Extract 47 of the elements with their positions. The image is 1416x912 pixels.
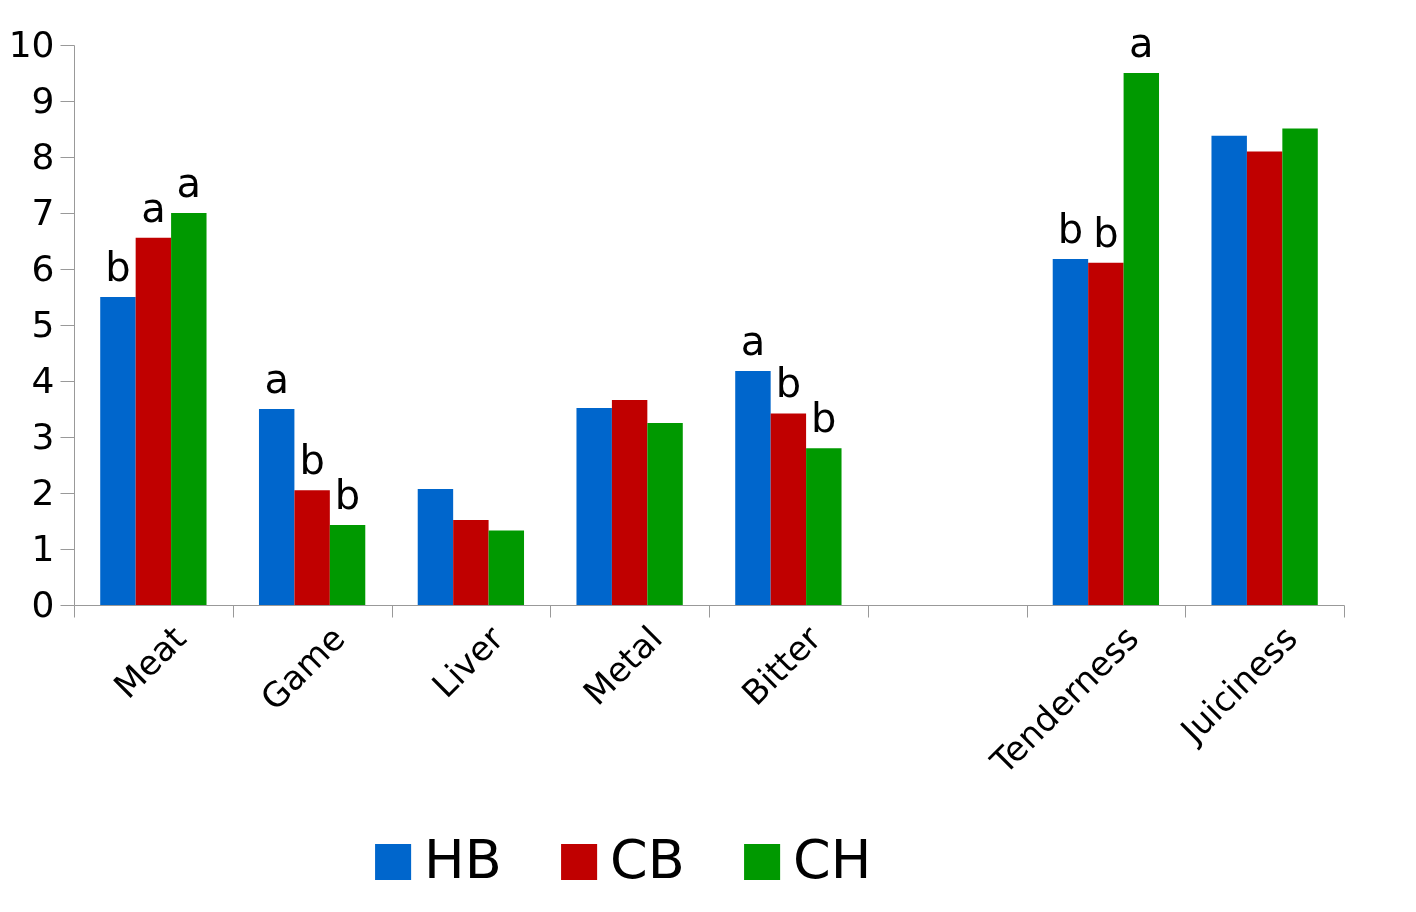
bar — [171, 213, 207, 605]
legend-label: CB — [610, 828, 685, 891]
data-label: a — [740, 317, 766, 364]
bar — [611, 400, 648, 605]
data-label: b — [1057, 205, 1084, 252]
legend-label: CH — [793, 828, 872, 891]
y-tick-label: 9 — [31, 79, 55, 121]
data-label: a — [176, 160, 202, 206]
bar — [453, 519, 489, 605]
bar — [329, 524, 366, 605]
bar — [417, 489, 454, 605]
bar — [576, 407, 612, 605]
bar — [770, 413, 807, 605]
data-label: a — [264, 356, 289, 402]
bar — [100, 297, 136, 605]
y-tick-label: 7 — [31, 191, 55, 233]
y-tick-label: 4 — [31, 359, 55, 401]
bar — [806, 448, 842, 605]
data-label: a — [1129, 20, 1154, 66]
data-label: b — [775, 360, 802, 407]
data-label: b — [334, 471, 361, 518]
y-tick-label: 3 — [31, 415, 55, 457]
bar — [735, 370, 771, 605]
y-tick-label: 10 — [8, 23, 55, 65]
bar — [1088, 262, 1124, 605]
data-label: b — [105, 244, 131, 290]
bar — [258, 409, 295, 605]
y-tick-label: 1 — [31, 527, 55, 569]
bar — [135, 237, 172, 605]
y-tick-label: 0 — [31, 583, 55, 625]
y-tick-label: 5 — [31, 303, 55, 345]
data-label: a — [141, 184, 166, 231]
y-tick-label: 8 — [31, 135, 55, 177]
bar — [1123, 73, 1160, 605]
bar — [488, 530, 525, 605]
legend-label: HB — [424, 828, 502, 891]
bar — [1052, 258, 1089, 605]
bar — [1211, 135, 1247, 605]
data-label: b — [1093, 209, 1119, 256]
y-tick-label: 2 — [31, 471, 55, 513]
y-tick-label: 6 — [31, 247, 55, 289]
data-label: b — [299, 437, 325, 484]
data-label: b — [811, 395, 837, 442]
bar — [294, 490, 330, 605]
bar — [1282, 128, 1318, 605]
bar — [647, 423, 683, 605]
bar — [1246, 151, 1283, 605]
